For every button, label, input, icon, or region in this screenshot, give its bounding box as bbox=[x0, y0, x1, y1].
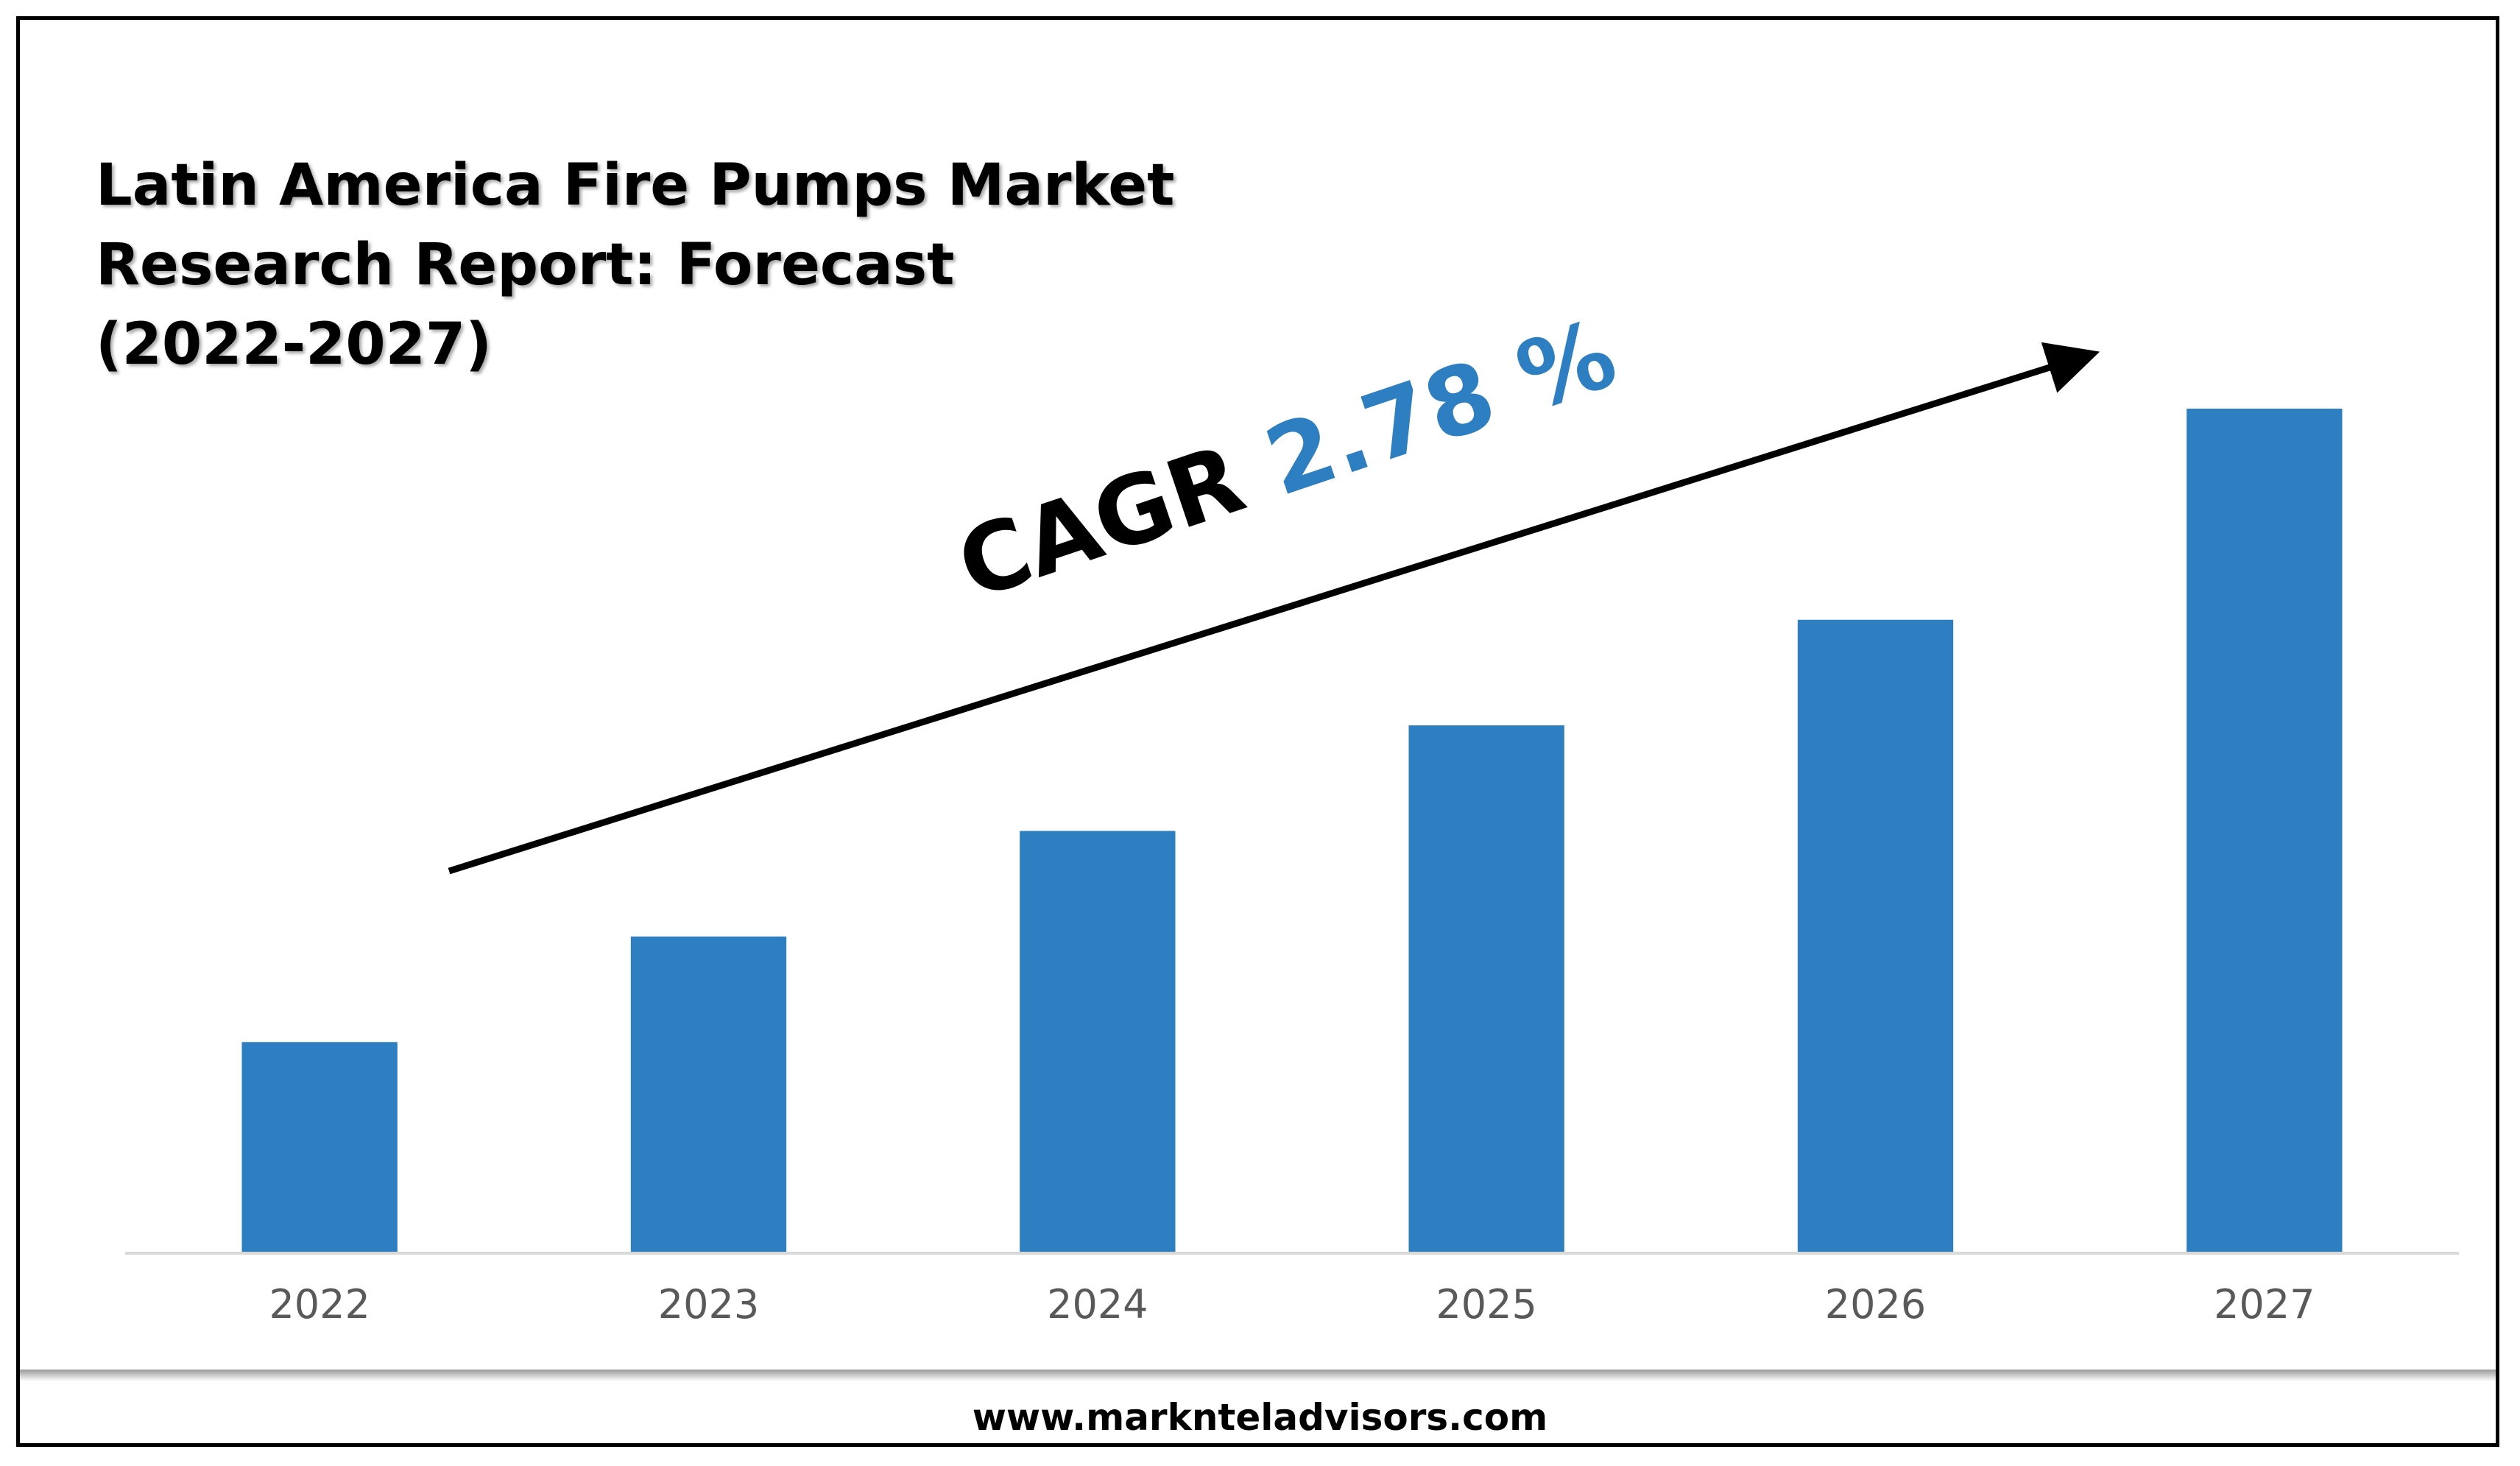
footer-divider bbox=[20, 1370, 2496, 1381]
x-axis-tick-labels: 2022 2023 2024 2025 2026 2027 bbox=[269, 1281, 2315, 1328]
bar-2022 bbox=[241, 1042, 398, 1253]
chart-title-line-3: (2022-2027) bbox=[96, 311, 492, 378]
x-tick-label-2022: 2022 bbox=[269, 1281, 370, 1328]
x-tick-label-2026: 2026 bbox=[1825, 1281, 1926, 1328]
bars bbox=[241, 409, 2343, 1253]
trend-arrow bbox=[448, 342, 2100, 875]
bar-2025 bbox=[1408, 725, 1564, 1253]
bar-2027 bbox=[2187, 409, 2343, 1253]
x-tick-label-2024: 2024 bbox=[1047, 1281, 1148, 1328]
x-tick-label-2023: 2023 bbox=[658, 1281, 759, 1328]
footer-url: www.marknteladvisors.com bbox=[972, 1396, 1548, 1439]
chart-frame bbox=[16, 16, 2499, 1447]
chart-title-line-1: Latin America Fire Pumps Market bbox=[96, 152, 1175, 219]
x-tick-label-2027: 2027 bbox=[2214, 1281, 2315, 1328]
chart-title-line-2: Research Report: Forecast bbox=[96, 232, 955, 298]
bar-2024 bbox=[1020, 831, 1176, 1253]
bar-2026 bbox=[1797, 619, 1954, 1253]
chart-title: Latin America Fire Pumps Market Research… bbox=[96, 146, 1274, 384]
bar-2023 bbox=[630, 936, 787, 1253]
x-tick-label-2025: 2025 bbox=[1436, 1281, 1536, 1328]
